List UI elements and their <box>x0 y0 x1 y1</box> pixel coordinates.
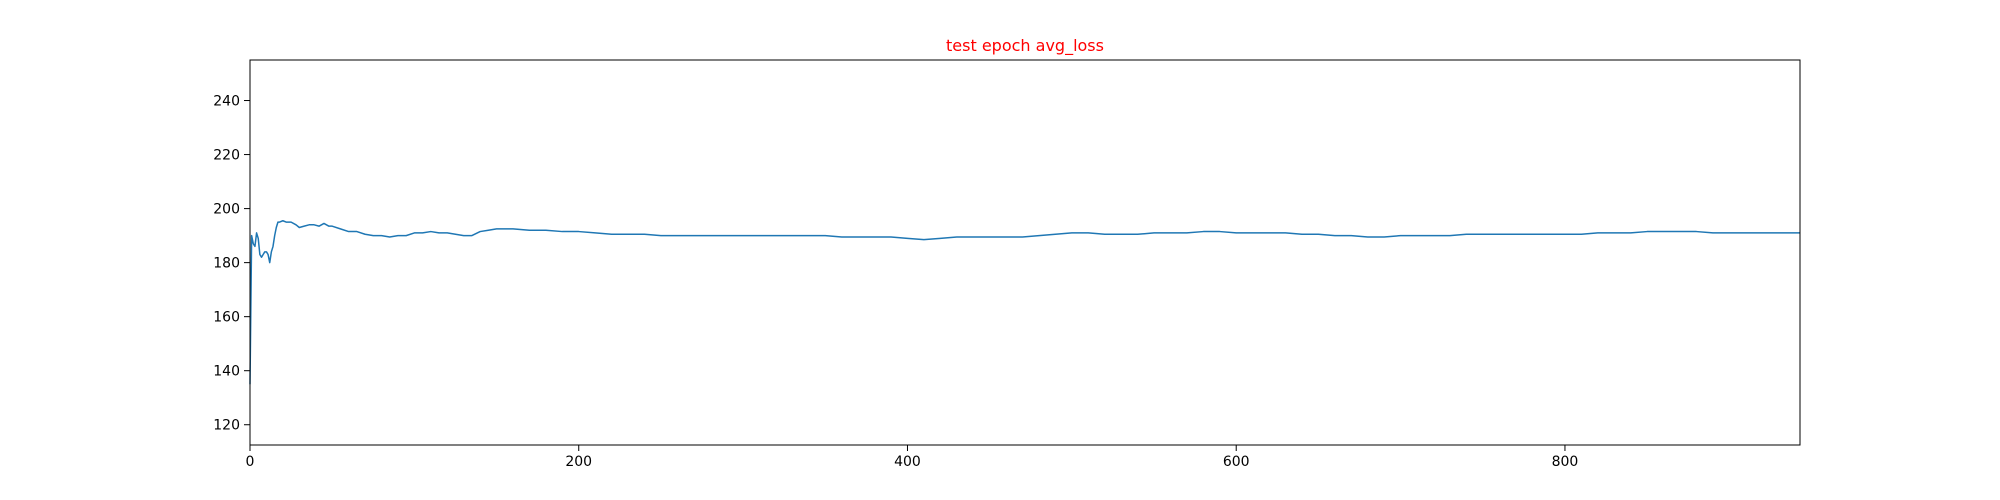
x-tick-label: 0 <box>246 454 255 470</box>
x-tick-label: 800 <box>1552 454 1579 470</box>
chart-title: test epoch avg_loss <box>946 36 1104 56</box>
series-line-0 <box>249 220 1800 385</box>
y-tick-label: 240 <box>213 94 240 110</box>
axis-ticks-group: 0 200 400 600 800 120 140 160 180 200 220 240 <box>213 94 1578 470</box>
y-tick-label: 160 <box>213 310 240 326</box>
y-tick-label: 180 <box>213 256 240 272</box>
y-tick-label: 140 <box>213 364 240 380</box>
y-tick-label: 120 <box>213 418 240 434</box>
plot-area-group <box>249 220 1800 385</box>
x-tick-label: 600 <box>1223 454 1250 470</box>
x-tick-label: 200 <box>565 454 592 470</box>
x-tick-label: 400 <box>894 454 921 470</box>
plot-frame <box>249 59 1801 446</box>
y-tick-label: 200 <box>213 202 240 218</box>
y-tick-label: 220 <box>213 148 240 164</box>
